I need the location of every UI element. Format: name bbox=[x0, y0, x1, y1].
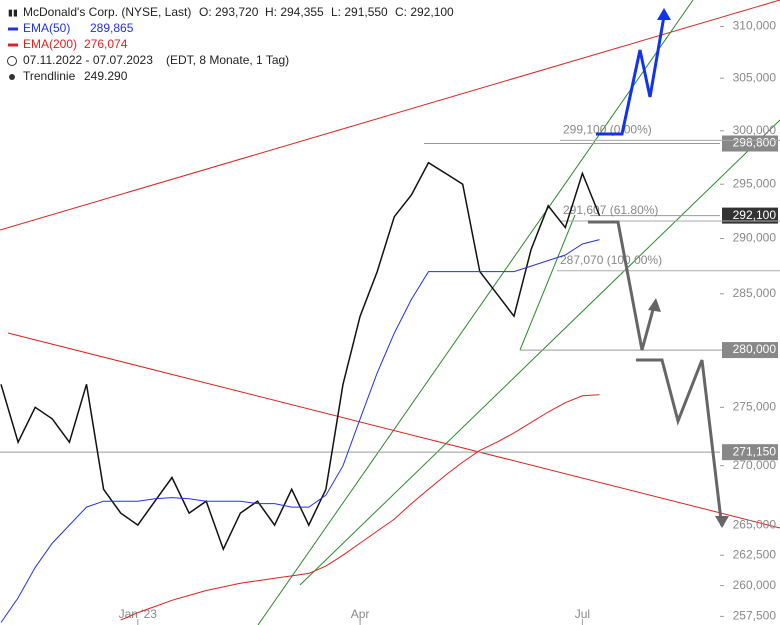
series-line bbox=[0, 239, 600, 623]
price-tag-label: 298,800 bbox=[733, 136, 777, 150]
low: L: 291,550 bbox=[331, 5, 388, 19]
fib-label: 291,607 (61.80%) bbox=[563, 203, 658, 217]
y-tick-label: 290,000 bbox=[733, 231, 777, 245]
price-tag-label: 271,150 bbox=[733, 444, 777, 458]
legend-label: EMA(200) bbox=[23, 37, 77, 51]
y-tick-label: 310,000 bbox=[733, 19, 777, 33]
price-tag bbox=[722, 342, 778, 359]
price-tag bbox=[722, 207, 778, 224]
range-note: (EDT, 8 Monate, 1 Tag) bbox=[166, 53, 289, 67]
trend-line bbox=[257, 0, 694, 625]
y-tick-label: 275,000 bbox=[733, 400, 777, 414]
trendline-value: 249.290 bbox=[84, 69, 128, 83]
title: McDonald's Corp. (NYSE, Last) bbox=[23, 5, 191, 19]
projection-arrow bbox=[636, 358, 723, 521]
y-tick-label: 270,000 bbox=[733, 458, 777, 472]
arrow-head bbox=[648, 298, 661, 312]
fib-label: 287,070 (100.00%) bbox=[560, 253, 662, 267]
y-tick-label: 305,000 bbox=[733, 70, 777, 84]
price-tag bbox=[722, 135, 778, 152]
x-tick-label: Apr bbox=[351, 607, 370, 621]
y-tick-label: 262,500 bbox=[733, 547, 777, 561]
trend-line bbox=[519, 214, 576, 351]
clock-icon bbox=[7, 56, 17, 66]
fib-label: 299,100 (0.00%) bbox=[563, 122, 652, 136]
y-tick-label: 300,000 bbox=[733, 123, 777, 137]
trend-icon bbox=[9, 74, 15, 80]
x-tick-label: Jan '23 bbox=[119, 607, 158, 621]
y-tick-label: 257,500 bbox=[733, 609, 777, 623]
price-tag-label: 280,000 bbox=[733, 342, 777, 356]
arrow-head bbox=[657, 8, 671, 20]
open: O: 293,720 bbox=[199, 5, 259, 19]
close: C: 292,100 bbox=[395, 5, 454, 19]
y-tick-label: 265,000 bbox=[733, 517, 777, 531]
header: ▮▮ McDonald's Corp. (NYSE, Last) O: 293,… bbox=[7, 5, 454, 83]
legend-label: EMA(50) bbox=[23, 21, 70, 35]
projection-arrow bbox=[588, 220, 656, 351]
date-range: 07.11.2022 - 07.07.2023 bbox=[23, 53, 153, 67]
series-line bbox=[120, 394, 600, 621]
y-tick-label: 285,000 bbox=[733, 286, 777, 300]
icon: ▮▮ bbox=[8, 7, 18, 17]
projection-arrow bbox=[596, 15, 666, 136]
price-tag bbox=[722, 444, 778, 461]
high: H: 294,355 bbox=[265, 5, 324, 19]
trend-line bbox=[0, 0, 780, 231]
x-tick-label: Jul bbox=[575, 607, 590, 621]
price-tag-label: 292,100 bbox=[733, 208, 777, 222]
trend-line bbox=[299, 119, 780, 586]
legend-value: 289,865 bbox=[90, 21, 134, 35]
arrow-head bbox=[715, 516, 729, 528]
y-tick-label: 295,000 bbox=[733, 176, 777, 190]
trend-line bbox=[7, 332, 780, 529]
series-line bbox=[0, 161, 601, 552]
legend-value: 276,074 bbox=[84, 37, 128, 51]
trendline-name: Trendlinie bbox=[23, 69, 76, 83]
y-tick-label: 260,000 bbox=[733, 578, 777, 592]
